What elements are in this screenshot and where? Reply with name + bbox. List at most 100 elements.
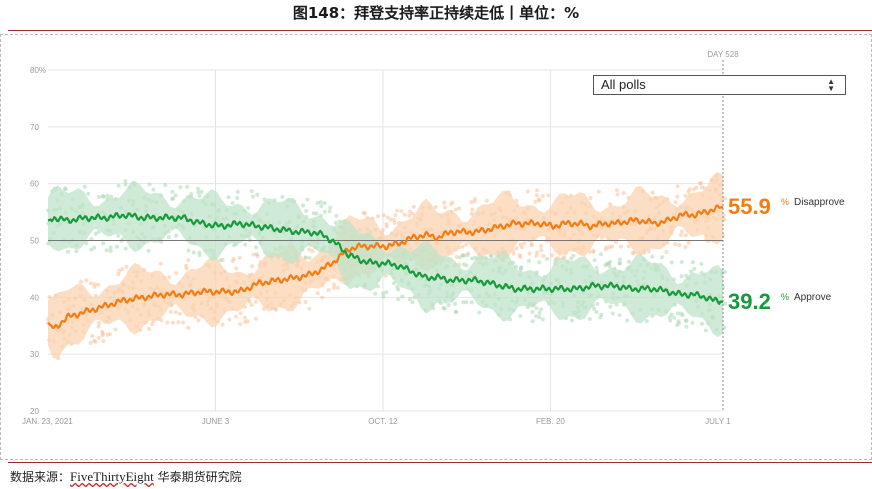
poll-dot [246, 205, 251, 210]
poll-dot [537, 310, 542, 315]
poll-dot [79, 279, 84, 284]
poll-dot [186, 258, 191, 263]
poll-dot [191, 250, 196, 255]
poll-dot [469, 300, 474, 305]
poll-dot [218, 258, 223, 263]
poll-dot [569, 318, 574, 323]
poll-dot [100, 331, 105, 336]
poll-dot [514, 198, 519, 203]
poll-dot [442, 306, 447, 311]
poll-dot [407, 213, 412, 218]
poll-dot [304, 208, 309, 213]
poll-dot [723, 269, 728, 274]
poll-dot [82, 184, 87, 189]
poll-dot [226, 195, 231, 200]
poll-dot [400, 294, 405, 299]
poll-dot [89, 247, 94, 252]
poll-dot [472, 199, 477, 204]
approve-final-value: 39.2 [728, 289, 771, 314]
poll-dot [185, 184, 190, 189]
poll-dot [453, 207, 458, 212]
poll-dot [84, 278, 89, 283]
poll-dot [703, 328, 708, 333]
poll-filter-select[interactable]: All polls ▲ ▼ [593, 75, 846, 95]
poll-dot [245, 319, 250, 324]
poll-dot [410, 300, 415, 305]
poll-dot [686, 189, 691, 194]
poll-dot [698, 181, 703, 186]
poll-dot [158, 261, 163, 266]
poll-dot [539, 248, 544, 253]
approve-line [47, 212, 724, 305]
poll-dot [318, 200, 323, 205]
poll-dot [672, 315, 677, 320]
poll-dot [454, 254, 459, 259]
poll-dot [722, 217, 727, 222]
poll-dot [450, 200, 455, 205]
poll-dot [617, 261, 622, 266]
poll-dot [230, 259, 235, 264]
poll-dot [621, 191, 626, 196]
poll-dot [530, 310, 535, 315]
poll-dot [104, 248, 109, 253]
poll-dot [96, 282, 101, 287]
poll-dot [519, 265, 524, 270]
poll-dot [442, 200, 447, 205]
poll-dot [534, 188, 539, 193]
poll-dot [250, 264, 255, 269]
source-brand[interactable]: FiveThirtyEight [70, 469, 154, 484]
poll-dot [518, 313, 523, 318]
poll-dot [514, 246, 519, 251]
poll-dot [569, 256, 574, 261]
poll-dot [92, 284, 97, 289]
poll-dot [255, 192, 260, 197]
poll-dot [433, 205, 438, 210]
percent-sign: % [781, 292, 789, 302]
poll-dot [189, 191, 194, 196]
poll-dot [517, 252, 522, 257]
poll-dot [393, 213, 398, 218]
y-tick-label: 20 [30, 407, 39, 416]
poll-dot [464, 242, 469, 247]
poll-dot [96, 335, 101, 340]
poll-dot [197, 193, 202, 198]
poll-dot [195, 186, 200, 191]
poll-dot [484, 198, 489, 203]
poll-dot [186, 325, 191, 330]
poll-dot [446, 303, 451, 308]
poll-dot [402, 212, 407, 217]
poll-dot [540, 193, 545, 198]
poll-dot [489, 253, 494, 258]
poll-dot [650, 254, 655, 259]
poll-dot [722, 325, 727, 330]
uncertainty-bands [48, 171, 723, 359]
poll-dot [592, 258, 597, 263]
poll-dot [690, 320, 695, 325]
poll-dot [93, 231, 98, 236]
poll-dot [196, 190, 201, 195]
poll-dot [163, 182, 168, 187]
poll-dot [526, 258, 531, 263]
poll-dot [534, 253, 539, 258]
poll-dot [197, 250, 202, 255]
poll-dot [124, 264, 129, 269]
poll-dot [303, 255, 308, 260]
poll-dot [116, 272, 121, 277]
poll-dot [684, 318, 689, 323]
approve-label: Approve [794, 292, 832, 303]
poll-dot [650, 190, 655, 195]
poll-dot [147, 326, 152, 331]
poll-dot [322, 201, 327, 206]
poll-dot [519, 245, 524, 250]
poll-dot [679, 259, 684, 264]
poll-dot [88, 281, 93, 286]
poll-dot [150, 322, 155, 327]
poll-dot [237, 255, 242, 260]
poll-dot [47, 295, 52, 300]
poll-dot [173, 310, 178, 315]
poll-dot [249, 303, 254, 308]
poll-dot [407, 209, 412, 214]
poll-dot [331, 282, 336, 287]
